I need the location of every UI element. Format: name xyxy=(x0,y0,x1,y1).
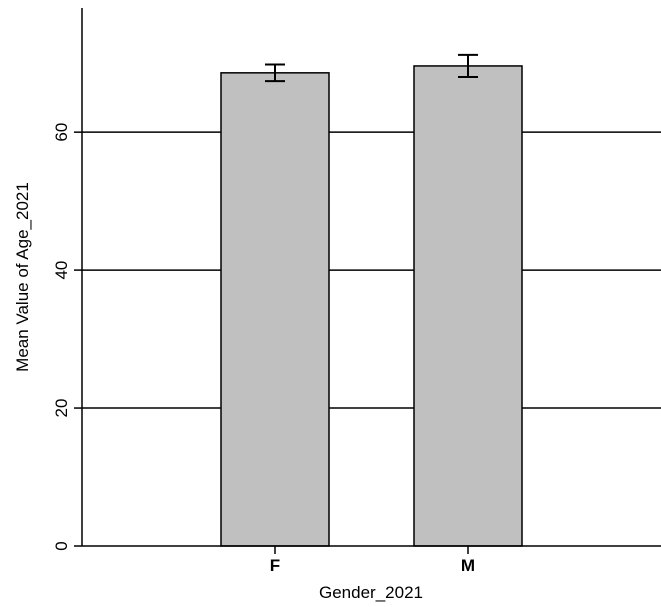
y-tick-label: 60 xyxy=(52,123,71,142)
bar-m xyxy=(413,65,523,547)
error-bar-f xyxy=(265,63,285,83)
error-bar-m xyxy=(458,53,478,78)
bars xyxy=(220,53,523,547)
axes xyxy=(81,8,661,547)
y-axis-title: Mean Value of Age_2021 xyxy=(13,182,32,372)
x-axis-title: Gender_2021 xyxy=(319,583,423,602)
x-tick-label-f: F xyxy=(270,556,280,575)
y-tick-label: 40 xyxy=(52,261,71,280)
bar-f xyxy=(220,72,330,547)
y-tick-label: 0 xyxy=(52,541,71,550)
x-tick-label-m: M xyxy=(461,556,475,575)
gridlines xyxy=(82,131,661,409)
y-ticks: 0 20 40 60 xyxy=(52,123,82,551)
y-tick-label: 20 xyxy=(52,399,71,418)
